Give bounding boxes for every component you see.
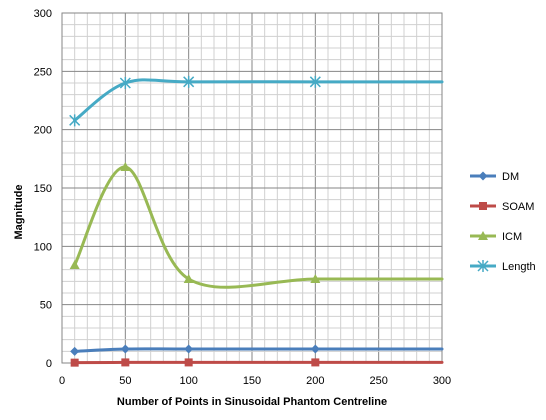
y-tick-label: 0 xyxy=(46,358,52,370)
data-point-soam xyxy=(70,358,79,367)
legend-label-soam: SOAM xyxy=(502,201,534,213)
series-group xyxy=(69,75,444,367)
data-point-icm xyxy=(120,162,131,171)
legend-label-length: Length xyxy=(502,261,536,273)
y-tick-label: 100 xyxy=(34,241,52,253)
data-point-icm xyxy=(69,260,80,269)
y-tick-label: 150 xyxy=(34,183,52,195)
series-length xyxy=(69,75,444,127)
x-tick-label: 300 xyxy=(433,375,451,387)
grid xyxy=(62,13,442,363)
x-tick-label: 50 xyxy=(119,375,131,387)
legend-label-icm: ICM xyxy=(502,231,522,243)
legend-marker-icm xyxy=(478,231,488,240)
data-point-soam xyxy=(121,358,130,367)
series-soam xyxy=(70,358,444,367)
series-line-dm xyxy=(73,347,444,353)
x-tick-label: 100 xyxy=(179,375,197,387)
data-point-length xyxy=(69,114,81,127)
series-line-length xyxy=(73,78,444,122)
x-tick-label: 150 xyxy=(243,375,261,387)
data-point-dm xyxy=(310,344,320,354)
legend: DM SOAM ICM Length xyxy=(470,171,536,273)
data-point-length xyxy=(119,77,131,89)
data-point-length xyxy=(183,75,195,88)
data-point-length xyxy=(309,75,321,88)
y-tick-label: 200 xyxy=(34,125,52,137)
y-tick-label: 50 xyxy=(40,300,52,312)
x-axis-ticks: 0 50 100 150 200 250 300 xyxy=(59,375,451,387)
x-tick-label: 0 xyxy=(59,375,65,387)
legend-item-dm: DM xyxy=(470,171,519,183)
legend-item-length: Length xyxy=(470,260,536,273)
data-point-soam xyxy=(311,358,320,367)
y-axis-label: Magnitude xyxy=(13,185,25,240)
legend-label-dm: DM xyxy=(502,171,519,183)
y-axis-ticks: 0 50 100 150 200 250 300 xyxy=(34,8,52,370)
x-axis-label: Number of Points in Sinusoidal Phantom C… xyxy=(117,396,387,408)
data-point-icm xyxy=(183,274,194,283)
x-tick-label: 200 xyxy=(306,375,324,387)
legend-item-soam: SOAM xyxy=(470,201,534,213)
legend-marker-dm xyxy=(478,171,488,181)
legend-item-icm: ICM xyxy=(470,231,522,243)
data-point-icm xyxy=(310,274,321,283)
data-point-dm xyxy=(120,344,130,354)
x-tick-label: 250 xyxy=(369,375,387,387)
legend-marker-length xyxy=(477,260,489,272)
series-dm xyxy=(70,344,444,356)
y-tick-label: 300 xyxy=(34,8,52,20)
y-tick-label: 250 xyxy=(34,66,52,78)
data-point-dm xyxy=(70,346,80,356)
series-icm xyxy=(69,162,444,289)
legend-marker-soam xyxy=(479,202,487,210)
data-point-soam xyxy=(184,358,193,367)
data-point-dm xyxy=(184,344,194,354)
